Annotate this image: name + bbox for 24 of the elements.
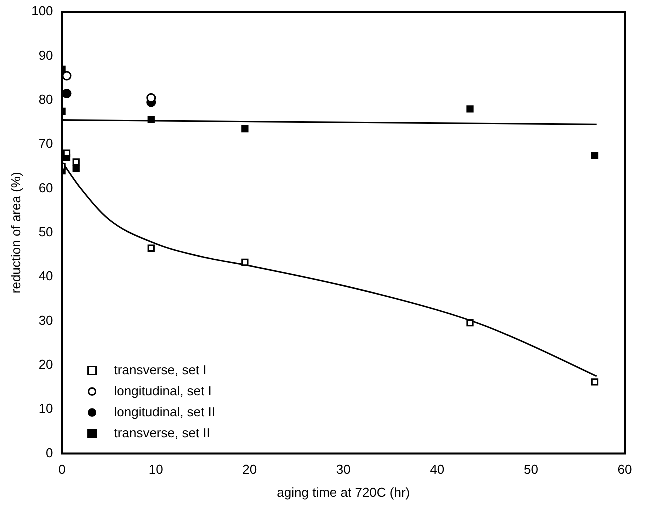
y-tick-label: 30: [38, 312, 54, 328]
y-tick-label: 60: [38, 180, 54, 196]
legend-label: longitudinal, set II: [114, 404, 216, 420]
y-tick-label: 90: [38, 48, 54, 63]
x-tick-label: 60: [618, 462, 632, 478]
y-axis-title: reduction of area (%): [8, 172, 24, 294]
x-axis-title: aging time at 720C (hr): [277, 484, 410, 500]
y-tick-label: 100: [32, 4, 54, 19]
y-tick-label: 10: [38, 401, 54, 416]
legend-label: transverse, set II: [114, 425, 210, 440]
x-tick-label: 50: [524, 462, 538, 478]
y-tick-label: 0: [46, 445, 54, 460]
legend-label: transverse, set I: [114, 362, 207, 378]
y-tick-label: 20: [38, 357, 54, 372]
y-tick-label: 70: [38, 136, 54, 152]
x-tick-label: 40: [430, 462, 445, 478]
y-tick-label: 80: [38, 92, 54, 107]
x-tick-label: 10: [148, 462, 164, 478]
x-tick-label: 20: [242, 462, 258, 478]
y-tick-label: 40: [38, 268, 54, 284]
legend-label: longitudinal, set I: [114, 383, 212, 398]
y-tick-label: 50: [38, 224, 54, 240]
x-tick-label: 30: [336, 462, 351, 478]
x-tick-label: 0: [58, 462, 66, 478]
